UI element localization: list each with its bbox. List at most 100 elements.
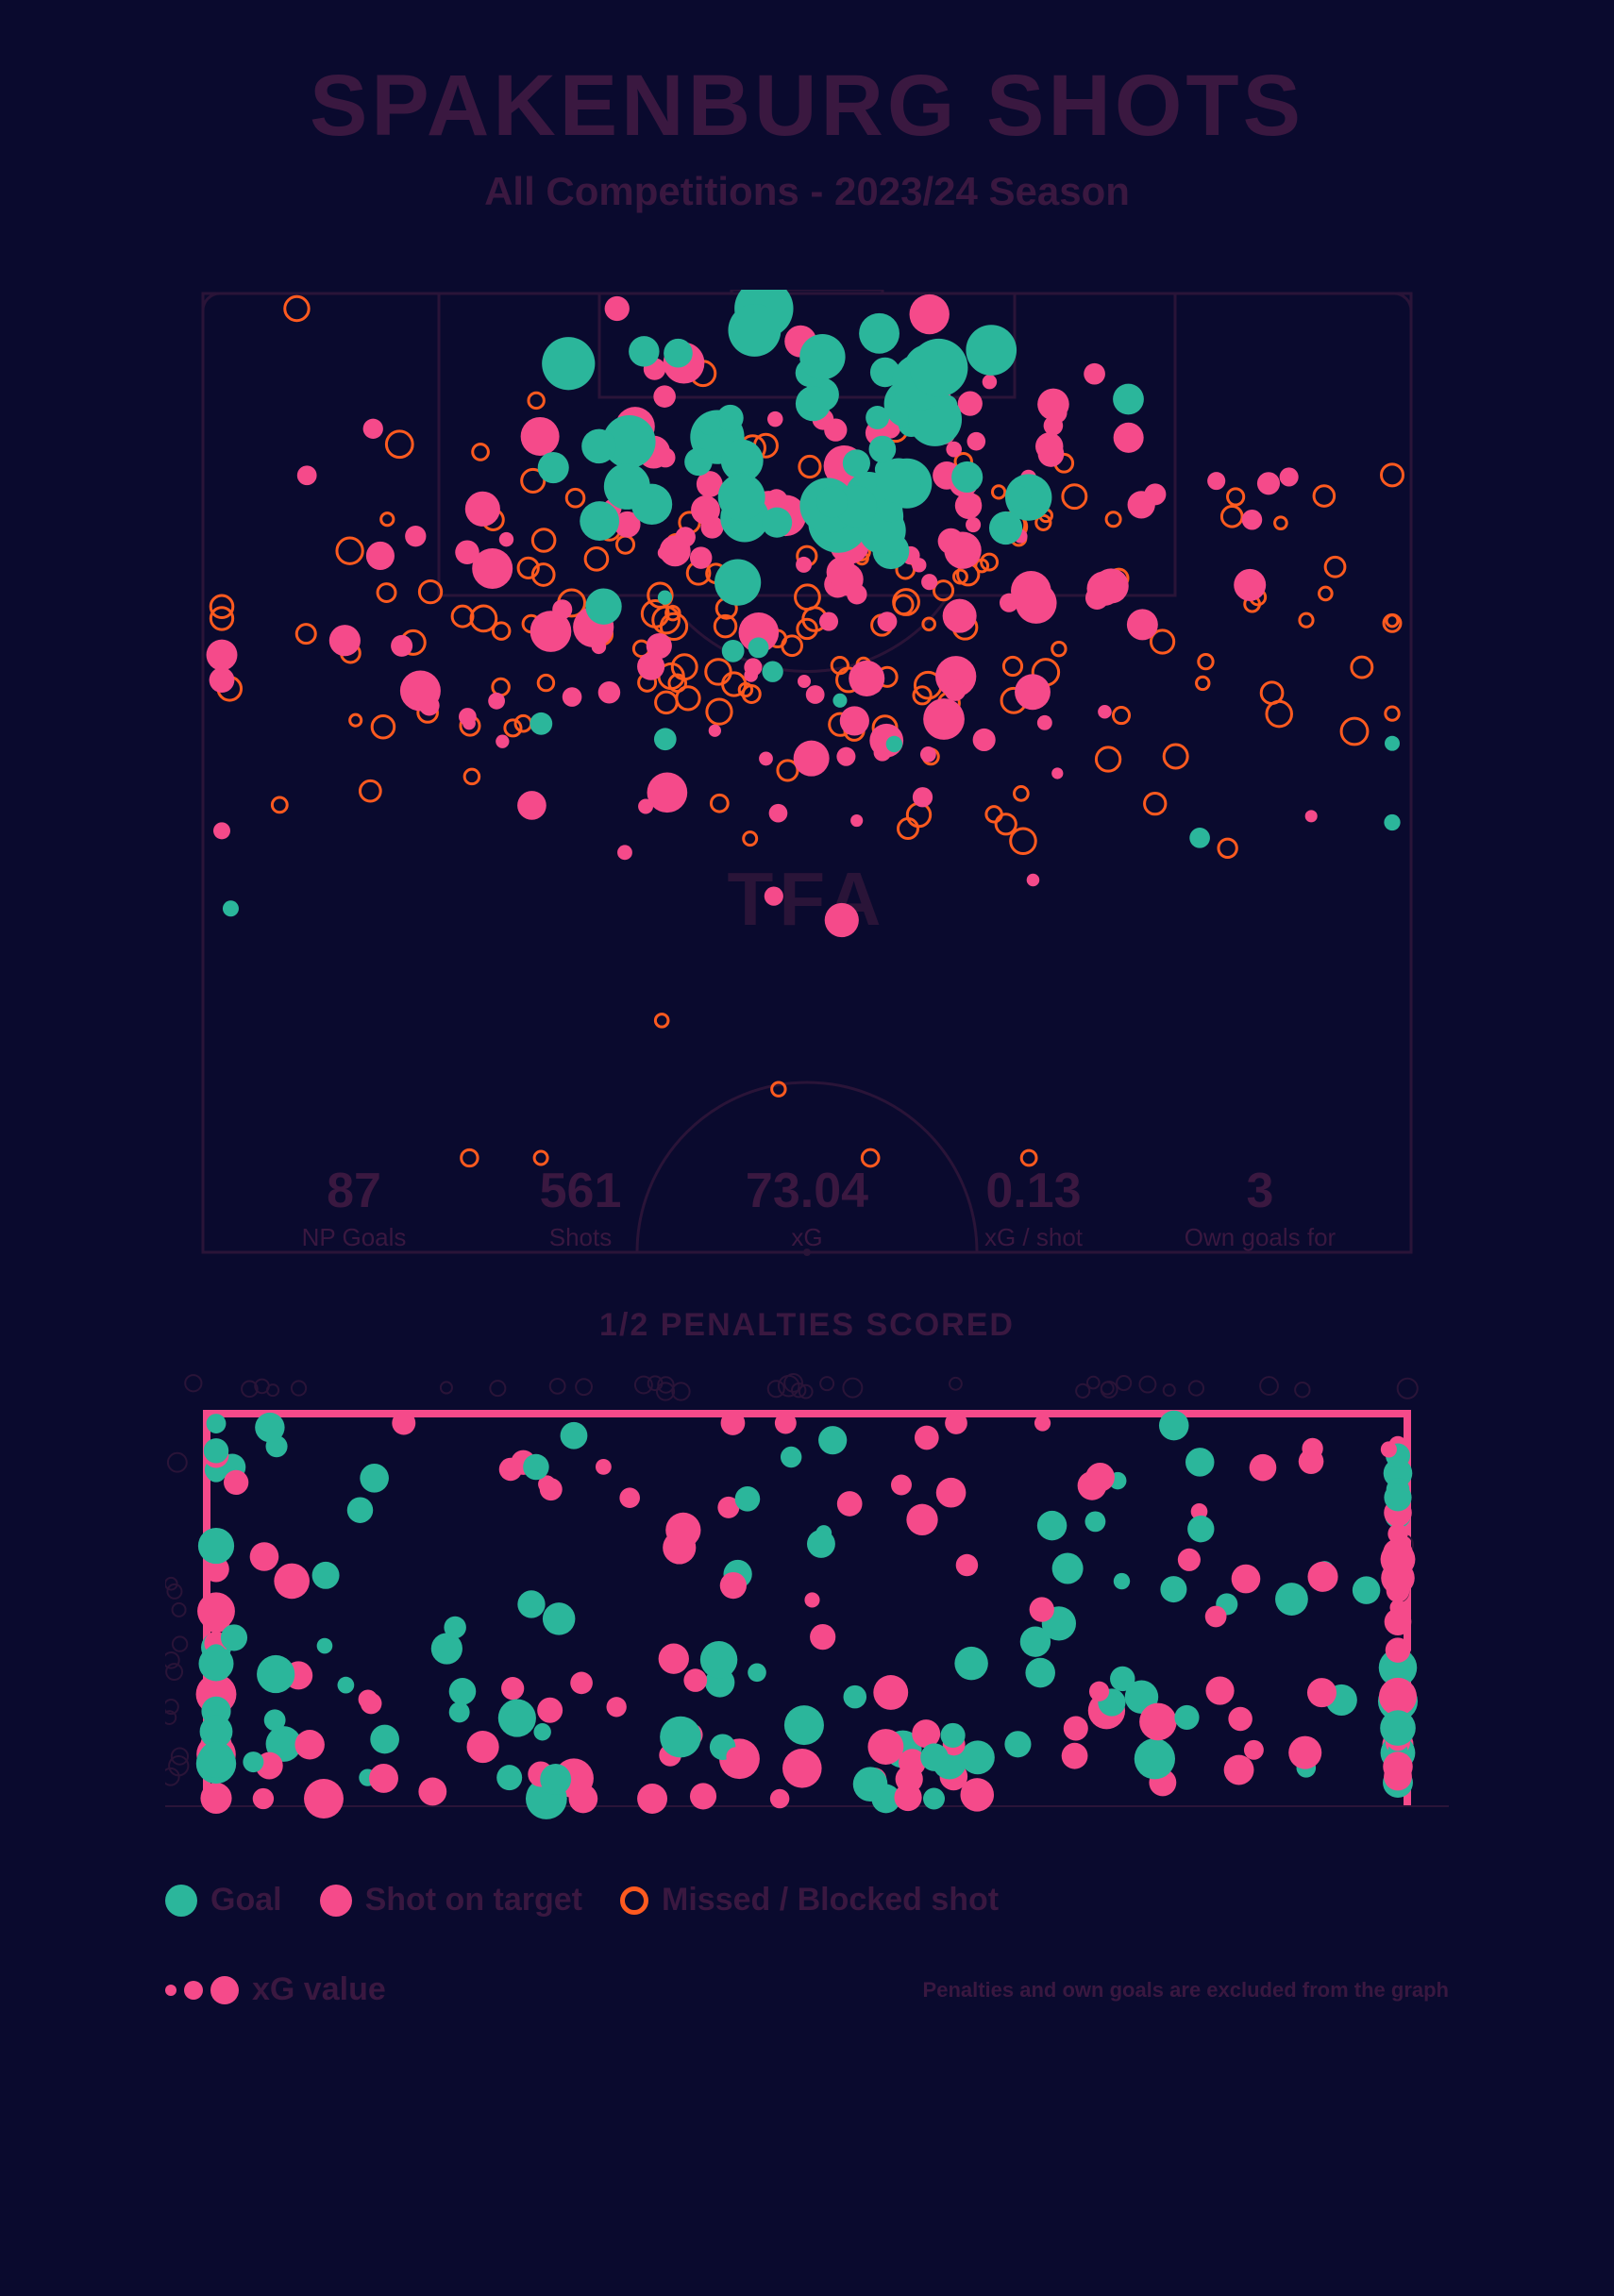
shot-missed [585, 548, 608, 571]
shot-goal [717, 405, 744, 431]
shot-on-target [617, 845, 632, 860]
goalview-goal [523, 1454, 549, 1481]
goalview-goal [198, 1528, 234, 1564]
goalview-miss [168, 1453, 187, 1472]
miss-swatch [620, 1886, 648, 1915]
shot-missed [381, 513, 394, 526]
stat-value: 0.13 [920, 1163, 1147, 1219]
goalview-goal [317, 1638, 333, 1654]
goalview-sot [418, 1778, 446, 1806]
goalview-sot [607, 1697, 627, 1717]
shot-on-target [794, 741, 830, 777]
shot-on-target [578, 629, 589, 641]
goalview-sot [304, 1779, 344, 1818]
goalview-sot [596, 1459, 612, 1475]
shot-goal [629, 336, 659, 366]
goalview-goal [735, 1486, 761, 1512]
shot-goal [799, 334, 845, 379]
goalview-goal [543, 1602, 575, 1634]
goalview-sot [961, 1778, 995, 1812]
shot-on-target [946, 442, 962, 458]
shot-on-target [1114, 423, 1144, 453]
goalview-sot [253, 1788, 274, 1809]
shot-missed [986, 807, 1001, 822]
goalview-goal [221, 1624, 247, 1651]
goalview-miss [1164, 1384, 1175, 1396]
goalview-sot [274, 1564, 310, 1600]
goalview-miss [1101, 1382, 1118, 1398]
goalview-goal [264, 1709, 286, 1731]
goalview-sot [197, 1592, 235, 1630]
shot-on-target [806, 685, 825, 704]
shot-on-target [213, 822, 230, 839]
goalview-goal [1020, 1627, 1051, 1657]
stat-block: 73.04xG [694, 1163, 920, 1252]
shot-on-target [675, 527, 696, 547]
shot-missed [464, 769, 479, 784]
goalview-sot [775, 1413, 797, 1434]
goal-swatch [165, 1885, 197, 1917]
shot-missed [914, 687, 931, 704]
shot-on-target [552, 599, 572, 619]
goal-shots-layer [165, 1363, 1449, 1835]
shot-on-target [462, 717, 476, 730]
shot-missed [1003, 657, 1021, 675]
goalview-sot [1288, 1736, 1321, 1769]
shot-missed [1314, 486, 1335, 507]
shot-missed [360, 780, 380, 801]
shot-missed [707, 699, 731, 724]
goalview-sot [945, 1412, 967, 1434]
shot-on-target [207, 640, 238, 671]
shot-missed [1320, 587, 1333, 600]
goalview-goal [449, 1701, 470, 1722]
shot-missed [1381, 464, 1403, 486]
goalview-miss [1087, 1377, 1100, 1389]
shot-on-target [744, 658, 762, 676]
shot-goal [816, 487, 848, 518]
goalview-goal [1052, 1553, 1084, 1584]
goalview-miss [167, 1584, 181, 1599]
shot-on-target [638, 798, 653, 813]
goalview-sot [294, 1730, 324, 1759]
goalview-goal [207, 1414, 227, 1433]
shot-missed [372, 716, 395, 739]
goalview-goal [198, 1741, 234, 1777]
legend-sot-label: Shot on target [365, 1882, 582, 1919]
goalview-sot [1250, 1454, 1277, 1482]
shot-on-target [796, 557, 812, 573]
legend: Goal Shot on target Missed / Blocked sho… [165, 1882, 1449, 2008]
goalview-goal [1187, 1516, 1214, 1542]
legend-note: Penalties and own goals are excluded fro… [923, 1978, 1449, 2003]
goalview-goal [449, 1678, 477, 1705]
shot-on-target [465, 492, 500, 527]
shot-goal [1384, 814, 1400, 830]
stat-block: 3Own goals for [1147, 1163, 1373, 1252]
goalview-goal [198, 1646, 233, 1681]
stat-label: NP Goals [241, 1223, 467, 1252]
goalview-sot [690, 1783, 716, 1809]
goalview-sot [1178, 1549, 1201, 1571]
shot-on-target [759, 752, 773, 766]
shot-on-target [847, 584, 866, 604]
shot-on-target [923, 698, 965, 740]
shot-on-target [983, 375, 997, 389]
shot-missed [1267, 701, 1292, 727]
shot-goal [684, 448, 713, 477]
shot-goal [796, 386, 831, 421]
shot-on-target [819, 612, 838, 631]
goalview-goal [347, 1497, 373, 1522]
shot-missed [272, 797, 287, 813]
goalview-sot [1384, 1763, 1412, 1791]
goalview-sot [726, 1747, 745, 1766]
goalview-sot [569, 1785, 598, 1814]
shot-on-target [329, 625, 361, 656]
shot-missed [378, 584, 395, 602]
shot-goal [762, 508, 792, 538]
goal-crossbar [203, 1410, 1411, 1417]
shot-missed [1052, 643, 1066, 656]
legend-xg-label: xG value [252, 1971, 386, 2008]
goalview-sot [1387, 1524, 1407, 1544]
legend-goal: Goal [165, 1882, 282, 1919]
goalview-sot [906, 1504, 937, 1535]
shot-on-target [488, 693, 505, 710]
